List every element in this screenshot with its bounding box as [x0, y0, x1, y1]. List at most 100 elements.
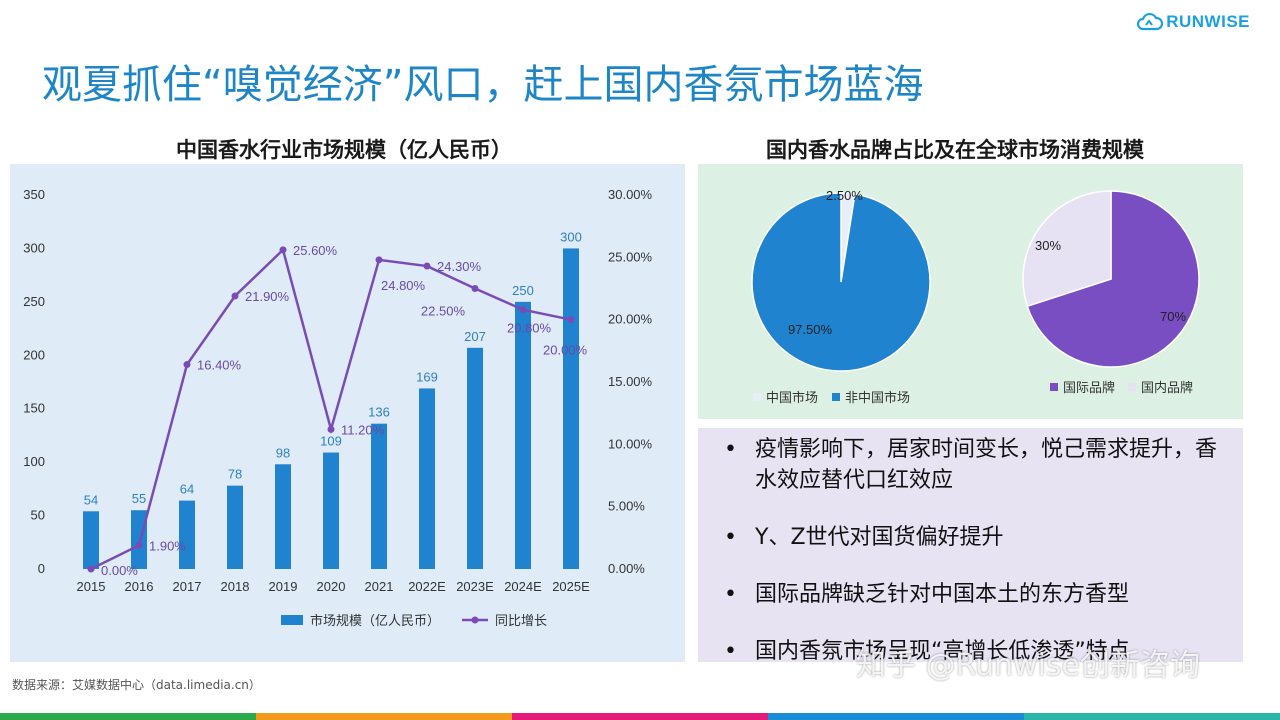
- y-left-tick-label: 350: [23, 187, 45, 202]
- y-right-tick-label: 10.00%: [608, 436, 653, 451]
- legend-label: 中国市场: [766, 390, 818, 405]
- legend-swatch: [753, 393, 761, 401]
- bar-data-label: 64: [180, 482, 194, 497]
- growth-point: [87, 565, 95, 573]
- legend-label: 国际品牌: [1063, 380, 1115, 395]
- legend-bar-label: 市场规模（亿人民币）: [310, 613, 440, 628]
- bar: [227, 485, 243, 569]
- y-left-tick-label: 50: [31, 508, 45, 523]
- footer-stripe-segment: [256, 713, 512, 720]
- brand-share-chart-title: 国内香水品牌占比及在全球市场消费规模: [766, 138, 1144, 162]
- y-left-tick-label: 300: [23, 240, 45, 255]
- bar-data-label: 207: [464, 329, 486, 344]
- insight-item: • 疫情影响下，居家时间变长，悦己需求提升，香水效应替代口红效应: [724, 434, 1225, 496]
- pie-slice: [1022, 190, 1112, 308]
- market-size-chart-panel: 0 50 100 150 200 250 300 350 0.00% 5.00% 10.00% 15.…: [10, 164, 685, 662]
- y-left-tick-label: 100: [23, 454, 45, 469]
- bullet-dot-icon: •: [724, 639, 737, 662]
- cloud-logo-icon: [1137, 12, 1164, 31]
- x-tick-label: 2025E: [552, 579, 590, 594]
- bar-data-label: 54: [84, 492, 98, 507]
- brand-share-pie-charts: 2.50% 97.50% 中国市场 非中国市场 30% 70% 国际品牌 国内品牌: [751, 188, 1200, 405]
- growth-point: [183, 361, 191, 369]
- footer-stripe-segment: [1024, 713, 1280, 720]
- pie-data-label: 97.50%: [788, 322, 833, 337]
- x-tick-label: 2016: [125, 579, 154, 594]
- growth-data-label: 24.30%: [437, 259, 482, 274]
- pie-slice: [751, 192, 931, 372]
- legend-swatch: [1050, 383, 1058, 391]
- bar: [323, 452, 339, 569]
- growth-point: [519, 306, 527, 314]
- y-left-tick-label: 250: [23, 294, 45, 309]
- growth-point: [423, 262, 431, 270]
- y-right-tick-label: 30.00%: [608, 187, 653, 202]
- bullet-dot-icon: •: [724, 525, 737, 550]
- x-tick-label: 2017: [173, 579, 202, 594]
- x-tick-label: 2020: [317, 579, 346, 594]
- growth-data-label: 1.90%: [149, 538, 186, 553]
- growth-data-label: 25.60%: [293, 243, 338, 258]
- growth-point: [279, 246, 287, 254]
- legend-swatch: [1128, 383, 1136, 391]
- growth-data-label: 24.80%: [381, 278, 426, 293]
- pie-slice: [1026, 190, 1200, 368]
- x-tick-label: 2021: [365, 579, 394, 594]
- growth-data-label: 0.00%: [101, 563, 138, 578]
- bar: [515, 301, 531, 569]
- logo-text: RUNWISE: [1166, 12, 1250, 31]
- legend-line-label: 同比增长: [495, 613, 547, 628]
- growth-point: [471, 285, 479, 292]
- data-source-note: 数据来源：艾媒数据中心（data.limedia.cn）: [12, 678, 261, 692]
- growth-data-label: 20.00%: [543, 343, 588, 358]
- bar-data-label: 109: [320, 434, 342, 449]
- bar: [419, 388, 435, 569]
- growth-point: [231, 292, 239, 300]
- bullet-dot-icon: •: [724, 582, 737, 607]
- pie-data-label: 30%: [1035, 238, 1061, 253]
- bar-data-label: 78: [228, 467, 242, 482]
- legend-label: 国内品牌: [1141, 380, 1193, 395]
- insights-list: • 疫情影响下，居家时间变长，悦己需求提升，香水效应替代口红效应 • Y、Z世代对国…: [698, 428, 1243, 662]
- footer-stripe-segment: [512, 713, 768, 720]
- insights-panel: • 疫情影响下，居家时间变长，悦己需求提升，香水效应替代口红效应 • Y、Z世代对国…: [698, 428, 1243, 662]
- y-left-tick-label: 200: [23, 347, 45, 362]
- growth-data-label: 20.80%: [507, 321, 552, 336]
- legend-bar-swatch: [281, 615, 303, 625]
- insight-item: • Y、Z世代对国货偏好提升: [724, 522, 1225, 553]
- x-tick-label: 2023E: [456, 579, 494, 594]
- bar: [371, 423, 387, 569]
- bar: [275, 464, 291, 569]
- insight-item: • 国际品牌缺乏针对中国本土的东方香型: [724, 579, 1225, 610]
- growth-point: [567, 316, 575, 324]
- bar-data-label: 169: [416, 369, 438, 384]
- growth-point: [327, 425, 335, 433]
- y-left-tick-label: 0: [38, 561, 45, 576]
- x-tick-label: 2019: [269, 579, 298, 594]
- x-tick-label: 2022E: [408, 579, 446, 594]
- insight-text: 疫情影响下，居家时间变长，悦己需求提升，香水效应替代口红效应: [755, 437, 1218, 493]
- y-right-tick-label: 15.00%: [608, 374, 653, 389]
- bar-data-label: 55: [132, 491, 146, 506]
- x-tick-label: 2024E: [504, 579, 542, 594]
- growth-point: [375, 256, 383, 264]
- bar-data-label: 300: [560, 229, 582, 244]
- growth-data-label: 11.20%: [341, 422, 385, 437]
- bar-data-label: 250: [512, 283, 534, 298]
- legend-line-marker: [471, 616, 479, 624]
- insight-text: 国内香氛市场呈现“高增长低渗透”特点: [755, 639, 1130, 662]
- market-size-chart-title: 中国香水行业市场规模（亿人民币）: [176, 138, 512, 162]
- runwise-logo: RUNWISE: [1137, 12, 1250, 32]
- pie-data-label: 2.50%: [826, 188, 863, 203]
- bar-data-label: 98: [276, 445, 290, 460]
- footer-stripe-segment: [0, 713, 256, 720]
- watermark: 知乎 @Runwise创新咨询: [856, 648, 1201, 683]
- pie-data-label: 70%: [1160, 309, 1186, 324]
- bar: [467, 347, 483, 569]
- footer-stripe-segment: [768, 713, 1024, 720]
- bar: [179, 500, 195, 569]
- growth-data-label: 21.90%: [245, 289, 290, 304]
- growth-data-label: 16.40%: [197, 358, 242, 373]
- legend-label: 非中国市场: [845, 390, 910, 405]
- y-right-tick-label: 20.00%: [608, 312, 653, 327]
